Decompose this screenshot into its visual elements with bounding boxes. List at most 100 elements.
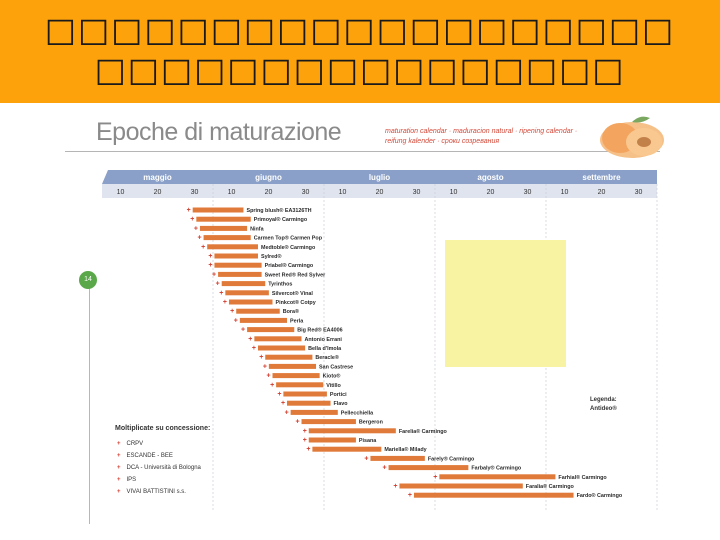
variety-label: Tyrinthos bbox=[268, 282, 292, 288]
ripening-bar bbox=[308, 428, 396, 434]
highlight-box bbox=[445, 240, 566, 367]
ripening-bar bbox=[268, 363, 317, 369]
day-tick-label: 10 bbox=[339, 189, 347, 196]
variety-label: San Castrese bbox=[319, 364, 353, 370]
bar-start-marker: + bbox=[303, 428, 307, 435]
variety-label: Big Red® EA4006 bbox=[297, 327, 342, 334]
ripening-bar bbox=[214, 262, 262, 268]
ripening-bar bbox=[276, 382, 324, 388]
ripening-bar bbox=[236, 308, 280, 314]
ripening-bar bbox=[239, 317, 287, 323]
bar-start-marker: + bbox=[208, 262, 212, 269]
grower-item: + IPS bbox=[117, 477, 137, 483]
bar-start-marker: + bbox=[270, 382, 274, 389]
variety-label: Primoyal® Carmingo bbox=[254, 216, 308, 223]
day-tick-label: 10 bbox=[450, 189, 458, 196]
variety-label: Bora® bbox=[283, 308, 299, 315]
ripening-bar bbox=[218, 271, 262, 277]
bar-start-marker: + bbox=[281, 400, 285, 407]
ripening-bar bbox=[272, 373, 320, 379]
bar-start-marker: + bbox=[303, 437, 307, 444]
day-tick-label: 20 bbox=[265, 189, 273, 196]
grower-item: + VIVAI BATTISTINI s.s. bbox=[117, 489, 186, 495]
month-label: settembre bbox=[582, 173, 621, 182]
ripening-bar bbox=[312, 446, 382, 452]
legend-value: Antideo® bbox=[590, 406, 617, 412]
ripening-bar bbox=[439, 474, 556, 480]
bar-start-marker: + bbox=[230, 308, 234, 315]
ripening-bar bbox=[254, 336, 302, 342]
variety-label: Perla bbox=[290, 318, 304, 324]
variety-label: Silvercot® Vinal bbox=[272, 290, 314, 297]
day-tick-label: 30 bbox=[413, 189, 421, 196]
day-tick-band bbox=[102, 184, 657, 198]
bar-start-marker: + bbox=[212, 271, 216, 278]
bar-start-marker: + bbox=[393, 483, 397, 490]
bar-start-marker: + bbox=[241, 327, 245, 334]
bar-start-marker: + bbox=[306, 446, 310, 453]
variety-label: Beracle® bbox=[315, 354, 338, 361]
variety-label: Fardo® Carmingo bbox=[577, 492, 623, 499]
variety-label: Medtoble® Carmingo bbox=[261, 244, 316, 251]
ripening-bar bbox=[192, 207, 244, 213]
day-tick-label: 10 bbox=[117, 189, 125, 196]
ripening-bar bbox=[228, 299, 273, 305]
variety-label: Priabel® Carmingo bbox=[265, 262, 314, 269]
bar-start-marker: + bbox=[223, 299, 227, 306]
bar-start-marker: + bbox=[266, 373, 270, 380]
growers-title: Moltiplicate su concessione: bbox=[115, 425, 211, 432]
month-band bbox=[102, 170, 657, 184]
ripening-bar bbox=[388, 465, 469, 471]
variety-label: Pisana bbox=[359, 438, 377, 444]
ripening-bar bbox=[370, 455, 425, 461]
ripening-bar bbox=[196, 216, 251, 222]
day-tick-label: 10 bbox=[228, 189, 236, 196]
day-tick-label: 20 bbox=[154, 189, 162, 196]
bar-start-marker: + bbox=[248, 336, 252, 343]
variety-label: Sylred® bbox=[261, 253, 281, 260]
ripening-bar bbox=[399, 483, 523, 489]
variety-label: Antonio Errani bbox=[305, 337, 343, 343]
bar-start-marker: + bbox=[187, 207, 191, 214]
variety-label: Farhial® Carmingo bbox=[558, 474, 607, 481]
day-tick-label: 30 bbox=[635, 189, 643, 196]
bar-start-marker: + bbox=[433, 474, 437, 481]
bar-start-marker: + bbox=[295, 419, 299, 426]
bar-start-marker: + bbox=[252, 345, 256, 352]
ripening-bar bbox=[199, 225, 248, 231]
day-tick-label: 30 bbox=[302, 189, 310, 196]
bar-start-marker: + bbox=[208, 253, 212, 260]
ripening-bar bbox=[413, 492, 574, 498]
ripening-bar bbox=[203, 235, 251, 241]
bar-start-marker: + bbox=[259, 354, 263, 361]
ripening-bar bbox=[290, 409, 338, 415]
month-label: agosto bbox=[477, 173, 503, 182]
month-label: giugno bbox=[255, 173, 282, 182]
bar-start-marker: + bbox=[234, 317, 238, 324]
bar-start-marker: + bbox=[263, 363, 267, 370]
variety-label: Bergeron bbox=[359, 420, 383, 426]
month-label: maggio bbox=[143, 173, 172, 182]
apricot-image bbox=[600, 116, 664, 158]
grower-item: + ESCANDE - BEE bbox=[117, 453, 173, 459]
day-tick-label: 30 bbox=[524, 189, 532, 196]
bar-start-marker: + bbox=[219, 290, 223, 297]
variety-label: Sweet Red® Red Sylver bbox=[265, 271, 326, 278]
margin-line bbox=[89, 274, 90, 524]
ripening-bar bbox=[265, 354, 313, 360]
ripening-bar bbox=[221, 281, 266, 287]
day-tick-label: 20 bbox=[487, 189, 495, 196]
chart-subtitle: maturation calendar · maduracion natural… bbox=[385, 128, 578, 145]
bar-start-marker: + bbox=[190, 216, 194, 223]
title-divider bbox=[65, 151, 660, 152]
page-number-badge: 14 bbox=[79, 271, 97, 289]
day-tick-label: 20 bbox=[376, 189, 384, 196]
day-tick-label: 20 bbox=[598, 189, 606, 196]
ripening-bar bbox=[301, 419, 356, 425]
ripening-bar bbox=[287, 400, 331, 406]
grower-item: + CRPV bbox=[117, 441, 144, 447]
variety-label: Farbaly® Carmingo bbox=[471, 465, 522, 472]
chart-title: Epoche di maturazione bbox=[96, 118, 342, 146]
variety-label: Pinkcot® Cotpy bbox=[275, 299, 315, 306]
variety-label: Faralia® Carmingo bbox=[526, 483, 575, 490]
